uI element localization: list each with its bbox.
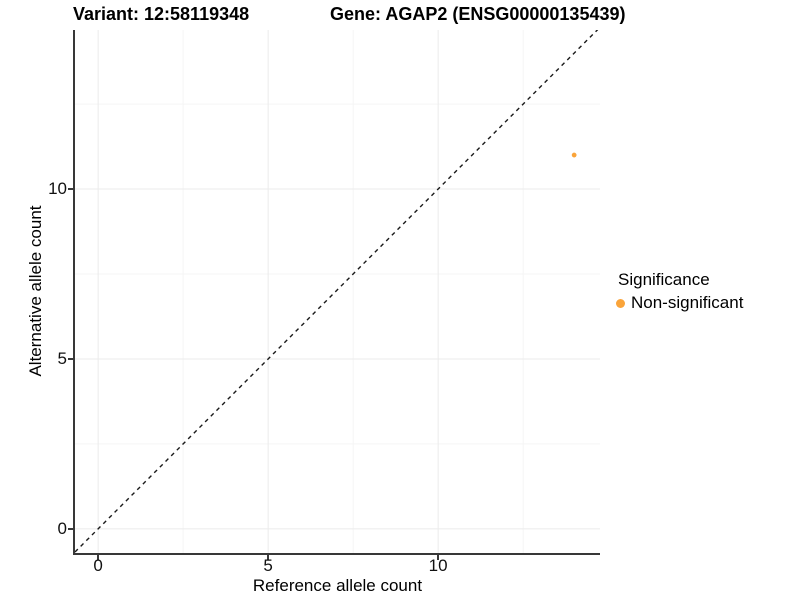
y-axis-tick	[68, 527, 73, 530]
data-point	[571, 152, 577, 158]
y-axis-tick	[68, 357, 73, 360]
y-tick-label: 5	[57, 348, 67, 368]
plot-title-gene: Gene: AGAP2 (ENSG00000135439)	[330, 4, 626, 24]
x-axis-title: Reference allele count	[252, 576, 423, 595]
x-axis-tick	[437, 555, 440, 560]
x-axis-tick	[267, 555, 270, 560]
plot-panel	[73, 30, 600, 555]
x-axis-tick	[97, 555, 100, 560]
y-axis-tick	[68, 188, 73, 191]
plot-title-variant: Variant: 12:58119348	[73, 4, 250, 24]
legend-point-icon	[616, 298, 625, 308]
y-tick-label: 10	[48, 179, 67, 199]
x-tick-label: 0	[93, 556, 103, 575]
legend-entry-non-significant: Non-significant	[610, 293, 800, 313]
identity-reference-line	[75, 30, 599, 553]
x-tick-label: 10	[428, 556, 448, 575]
plot-area	[75, 30, 600, 553]
y-tick-label: 0	[57, 518, 67, 538]
legend-title: Significance	[618, 270, 710, 289]
legend-entry-label: Non-significant	[631, 293, 744, 312]
legend: Significance Non-significant	[610, 270, 800, 313]
x-tick-label: 5	[263, 556, 273, 575]
